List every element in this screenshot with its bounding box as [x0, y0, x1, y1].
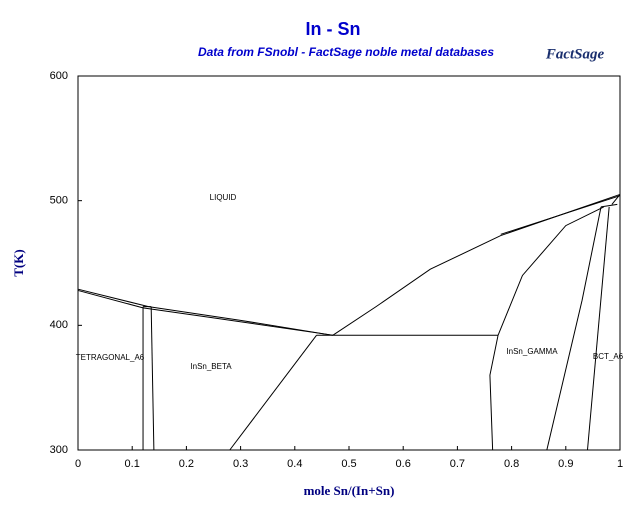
y-axis-label: T(K) [11, 249, 26, 276]
phase-label: BCT_A6 [593, 352, 624, 361]
x-tick-label: 0.7 [450, 458, 465, 470]
x-tick-label: 0.6 [396, 458, 411, 470]
x-tick-label: 0.5 [341, 458, 356, 470]
x-tick-label: 0.2 [179, 458, 194, 470]
phase-boundary [489, 335, 499, 451]
phase-boundary [586, 206, 610, 451]
phase-boundary [546, 206, 602, 451]
phase-boundary [229, 335, 317, 451]
phase-boundary [150, 306, 155, 451]
phase-boundary [77, 289, 333, 336]
y-tick-label: 400 [50, 319, 68, 331]
x-tick-label: 0.4 [287, 458, 302, 470]
phase-label: InSn_GAMMA [506, 347, 558, 356]
phase-boundary [611, 194, 621, 205]
phase-boundary [600, 203, 618, 208]
x-tick-label: 0.3 [233, 458, 248, 470]
y-tick-label: 600 [50, 70, 68, 82]
x-tick-label: 0.9 [558, 458, 573, 470]
y-tick-label: 500 [50, 195, 68, 207]
x-tick-label: 1 [617, 458, 623, 470]
phase-label: TETRAGONAL_A6 [76, 353, 145, 362]
x-tick-label: 0 [75, 458, 81, 470]
chart-title: In - Sn [306, 19, 361, 39]
phase-boundary [497, 206, 604, 336]
logo: FactSage [545, 46, 605, 62]
phase-boundary [77, 288, 333, 336]
x-tick-label: 0.8 [504, 458, 519, 470]
phase-label: LIQUID [210, 193, 237, 202]
phase-label: InSn_BETA [190, 362, 232, 371]
phase-boundary [500, 195, 621, 235]
x-tick-label: 0.1 [125, 458, 140, 470]
y-tick-label: 300 [50, 444, 68, 456]
chart-subtitle: Data from FSnobl - FactSage noble metal … [198, 45, 494, 59]
x-axis-label: mole Sn/(In+Sn) [304, 483, 395, 498]
